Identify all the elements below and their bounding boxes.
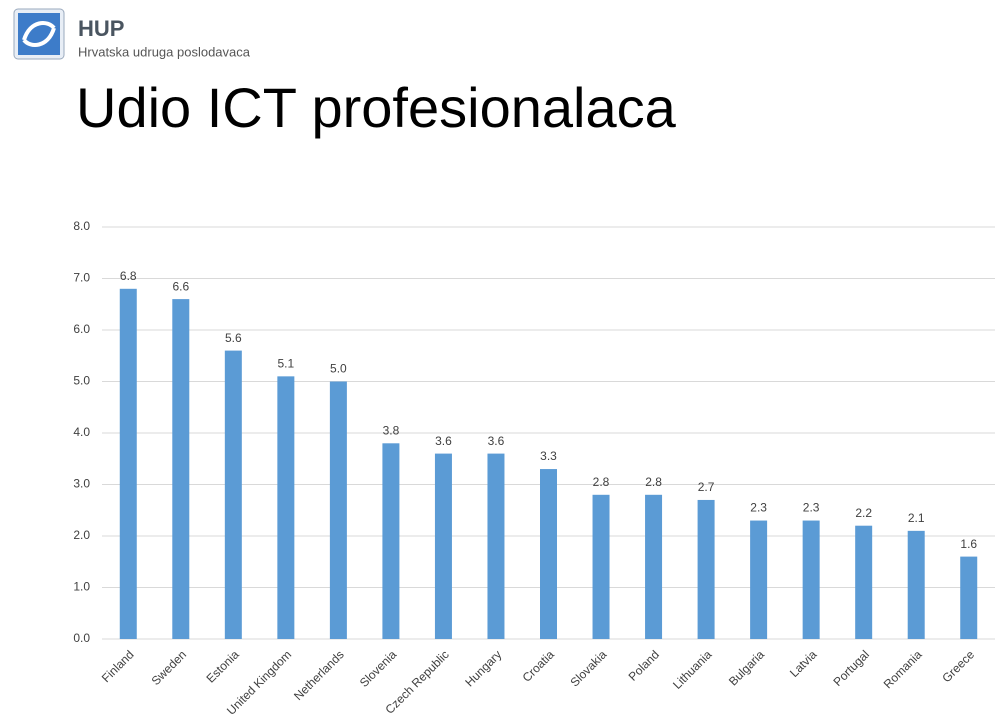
bar — [382, 443, 400, 639]
data-label: 2.8 — [645, 475, 662, 489]
y-tick-label: 2.0 — [73, 528, 90, 542]
data-label: 2.3 — [803, 501, 820, 515]
data-label: 5.6 — [225, 331, 242, 345]
x-tick-label: Estonia — [203, 647, 241, 685]
y-tick-label: 3.0 — [73, 477, 90, 491]
bar — [434, 453, 452, 639]
bar — [802, 520, 820, 639]
y-tick-label: 1.0 — [73, 580, 90, 594]
bar — [277, 376, 295, 639]
bar — [697, 499, 715, 639]
x-tick-label: Slovenia — [357, 647, 400, 690]
x-tick-label: Bulgaria — [726, 647, 767, 688]
bar — [224, 350, 242, 639]
y-tick-label: 7.0 — [73, 271, 90, 285]
logo — [13, 8, 65, 60]
data-label: 2.8 — [593, 475, 610, 489]
data-label: 3.6 — [435, 434, 452, 448]
data-label: 3.8 — [383, 423, 400, 437]
logo-title: HUP — [78, 16, 124, 41]
data-label: 1.6 — [960, 537, 977, 551]
x-tick-label: Latvia — [787, 647, 820, 680]
bar — [645, 494, 663, 639]
y-tick-label: 5.0 — [73, 374, 90, 388]
x-tick-label: Romania — [881, 647, 925, 691]
x-tick-label: Croatia — [520, 647, 557, 684]
data-label: 6.6 — [172, 279, 189, 293]
y-tick-label: 8.0 — [73, 219, 90, 233]
data-label: 3.3 — [540, 449, 557, 463]
logo-subtitle: Hrvatska udruga poslodavaca — [78, 44, 251, 59]
bar — [855, 525, 873, 639]
bar — [329, 381, 347, 639]
bar — [907, 530, 925, 639]
bar — [960, 556, 978, 639]
data-label: 2.1 — [908, 511, 925, 525]
x-tick-label: Slovakia — [567, 647, 609, 689]
x-tick-label: Poland — [626, 647, 662, 683]
y-tick-label: 0.0 — [73, 631, 90, 645]
bar — [540, 469, 557, 639]
bar — [750, 520, 768, 639]
data-label: 2.2 — [855, 506, 872, 520]
data-label: 3.6 — [488, 434, 505, 448]
chart-title: Udio ICT profesionalaca — [76, 76, 677, 139]
x-tick-label: Lithuania — [670, 647, 715, 692]
x-tick-label: Portugal — [831, 647, 873, 689]
x-tick-label: Hungary — [462, 647, 504, 689]
bar — [487, 453, 505, 639]
bar — [119, 288, 137, 639]
bar — [592, 494, 610, 639]
x-tick-label: Finland — [99, 647, 137, 685]
data-label: 5.1 — [278, 357, 295, 371]
x-tick-label: Greece — [939, 647, 977, 685]
data-label: 2.7 — [698, 480, 715, 494]
x-tick-label: Sweden — [149, 647, 190, 688]
data-label: 5.0 — [330, 362, 347, 376]
bar — [172, 299, 190, 639]
x-tick-label: Netherlands — [291, 647, 347, 703]
data-label: 2.3 — [750, 501, 767, 515]
y-tick-label: 6.0 — [73, 322, 90, 336]
data-label: 6.8 — [120, 269, 137, 283]
y-tick-label: 4.0 — [73, 425, 90, 439]
